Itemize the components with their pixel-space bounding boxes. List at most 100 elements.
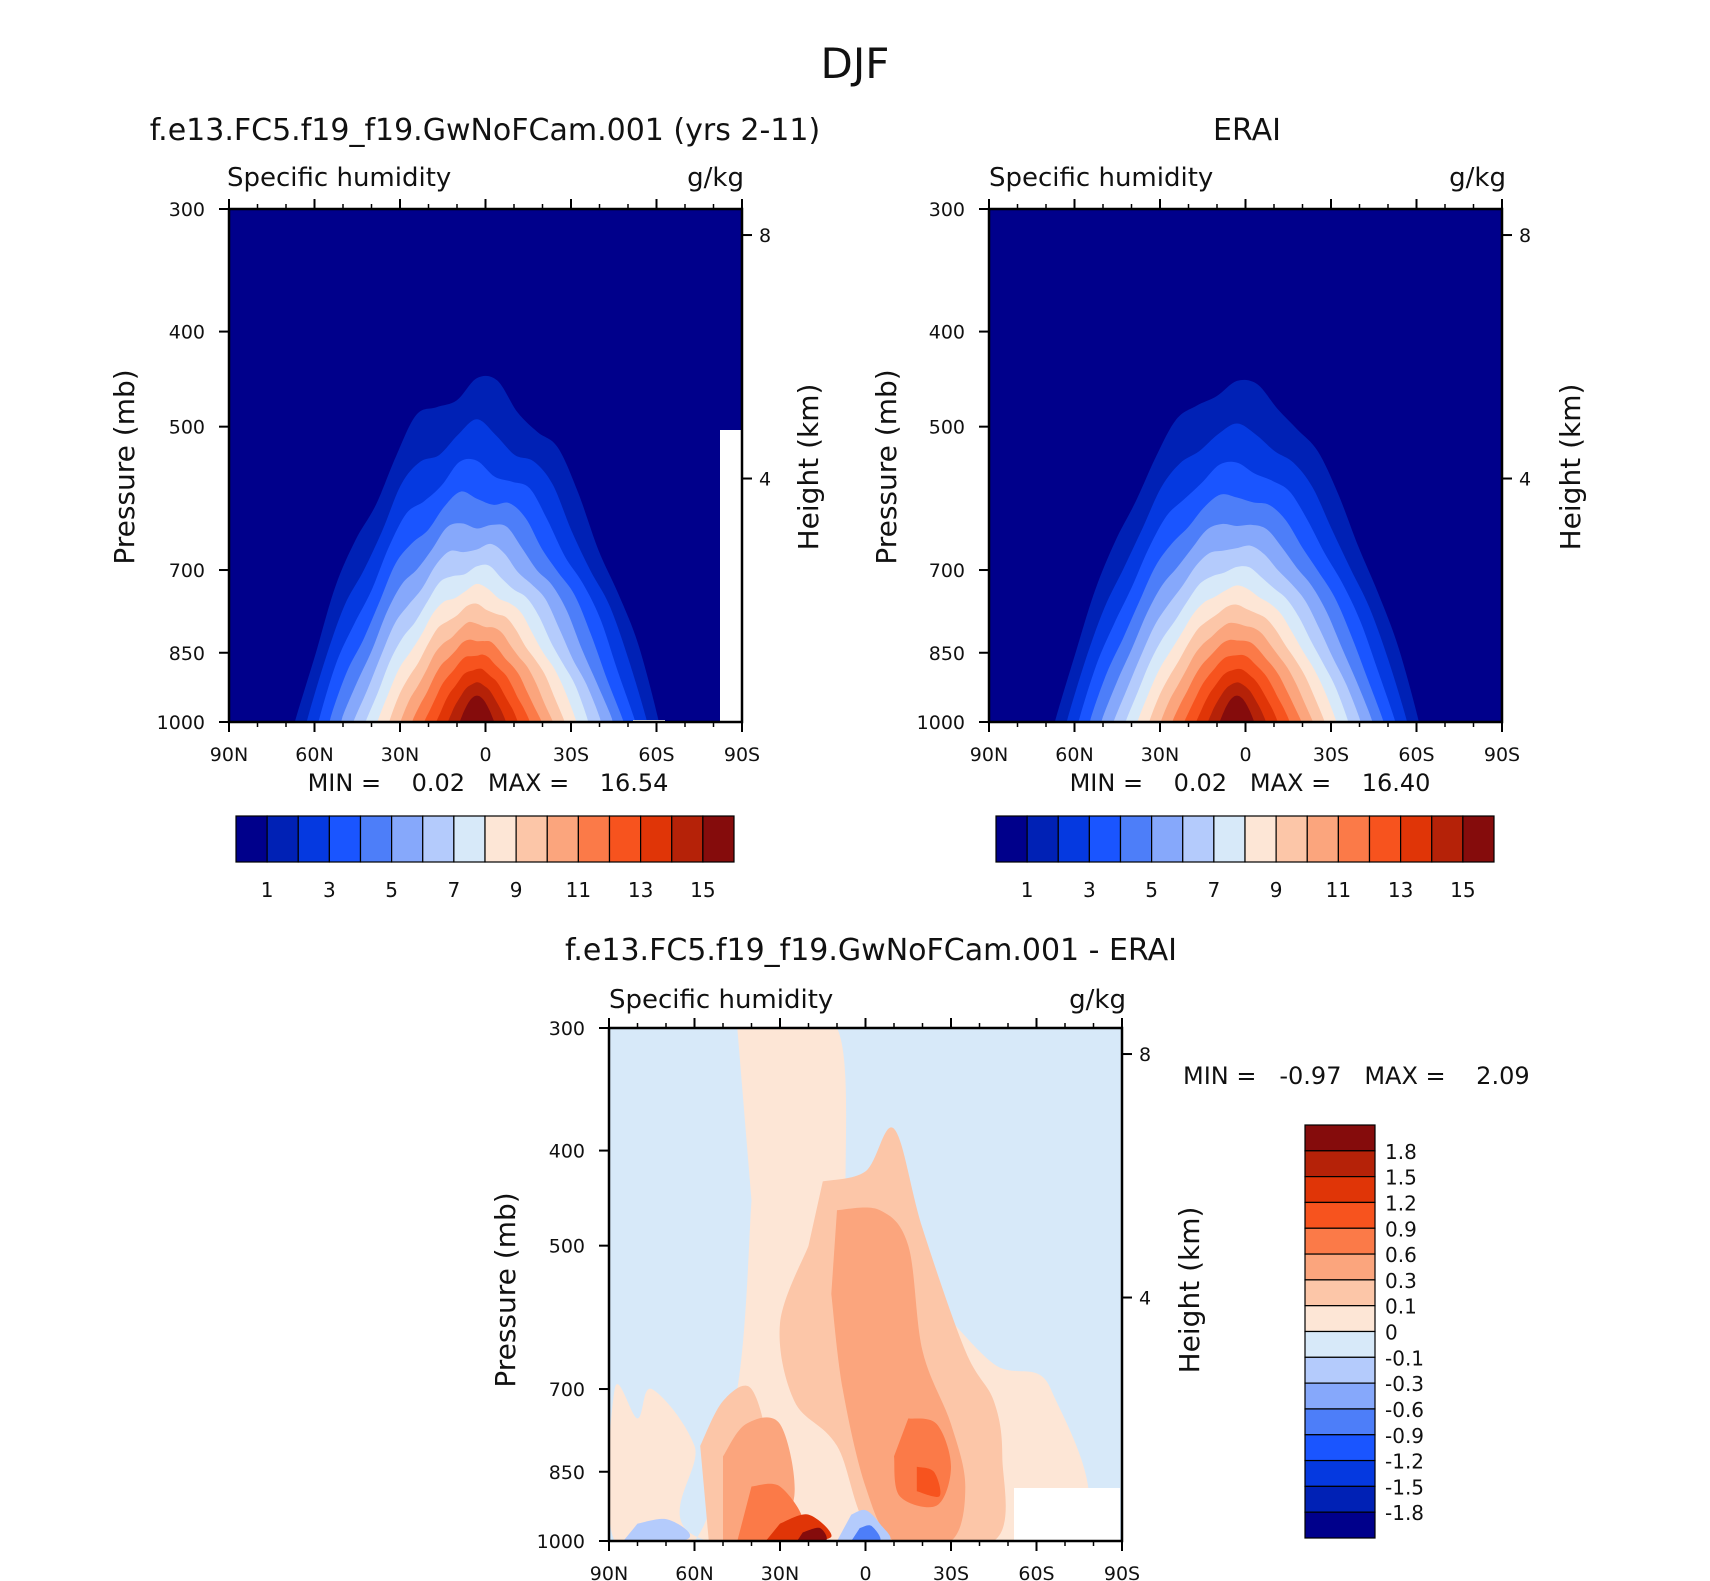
colorbar-swatch [1304,1279,1376,1307]
contour-fill-group [229,209,742,722]
axes: 90N 60N 30N 0 30S 60S 90S 300 400 500 700 850 1000 8 4 [537,1018,1151,1581]
x-tick-label: 90S [1484,744,1520,766]
units-label: g/kg [1449,163,1506,193]
model-panel: f.e13.FC5.f19_f19.GwNoFCam.001 (yrs 2-11… [108,113,825,902]
colorbar-swatch [453,815,486,863]
colorbar-swatch [1182,815,1215,863]
x-tick-label: 90N [590,1563,628,1581]
colorbar-swatch [484,815,517,863]
x-tick-label: 30N [761,1563,799,1581]
colorbar-swatch [1026,815,1059,863]
variable-label: Specific humidity [609,985,833,1015]
contour-region-12 [623,1518,691,1541]
colorbar-swatch [1304,1434,1376,1462]
height-tick-label: 8 [1519,225,1531,247]
axes: 90N 60N 30N 0 30S 60S 90S 300 400 500 700 850 1000 8 4 [157,199,771,766]
colorbar-label: 15 [690,878,715,902]
height-tick-label: 4 [1139,1288,1151,1310]
colorbar-swatch [1151,815,1184,863]
colorbar-label: 11 [566,878,591,902]
units-label: g/kg [687,163,744,193]
colorbar-label: 0.3 [1385,1269,1417,1293]
colorbar-swatch [297,815,330,863]
colorbar-label: 3 [323,878,336,902]
colorbar-label: -0.1 [1385,1346,1424,1370]
x-tick-label: 60S [638,744,674,766]
colorbar-swatch [1304,1330,1376,1358]
colorbar-swatch [359,815,393,863]
colorbar: 1 3 5 7 9 11 13 15 [235,815,735,902]
reanalysis-panel: ERAI Specific humidity g/kg 90N 60N 30N 0 30… [870,113,1587,902]
contour-plot [229,209,742,722]
x-tick-label: 60N [295,744,333,766]
colorbar-swatch [546,815,579,863]
colorbar-label: 7 [1208,878,1221,902]
y-tick-label: 300 [549,1018,585,1040]
colorbar-label: 0.9 [1385,1217,1417,1241]
y-tick-label: 500 [929,417,965,439]
colorbar-swatch [1368,815,1402,863]
min-max-readout: MIN = -0.97 MAX = 2.09 [1183,1062,1530,1090]
contour-region-11 [851,1525,881,1541]
contour-region-7 [916,1466,941,1497]
y-tick-label: 850 [549,1462,585,1484]
colorbar-swatch [1400,815,1433,863]
colorbar-swatch [1304,1201,1376,1229]
colorbar-swatch [266,815,299,863]
colorbar-label: 5 [385,878,398,902]
panel-title: f.e13.FC5.f19_f19.GwNoFCam.001 (yrs 2-11… [150,113,820,148]
colorbar-swatch [702,815,735,863]
x-tick-label: 0 [479,744,491,766]
colorbar-swatch [608,815,642,863]
colorbar-label: 5 [1145,878,1158,902]
colorbar-swatch [1304,1382,1376,1410]
colorbar-swatch [235,815,268,863]
colorbar-swatch [1275,815,1308,863]
panel-title: ERAI [1213,113,1281,148]
colorbar-swatch [328,815,362,863]
panel-title: f.e13.FC5.f19_f19.GwNoFCam.001 - ERAI [565,933,1177,968]
y-tick-label: 1000 [157,712,205,734]
x-tick-label: 60S [1018,1563,1054,1581]
difference-panel: f.e13.FC5.f19_f19.GwNoFCam.001 - ERAI Sp… [489,933,1530,1581]
colorbar-swatch [640,815,673,863]
height-tick-label: 8 [759,225,771,247]
contour-region-9 [797,1527,827,1541]
y-tick-label: 400 [549,1141,585,1163]
colorbar-label: 0.1 [1385,1295,1417,1319]
colorbar-label: -0.6 [1385,1398,1424,1422]
y-axis-label: Pressure (mb) [489,1192,522,1387]
colorbar-label: 11 [1326,878,1351,902]
colorbar-swatch [1462,815,1495,863]
colorbar-label: -0.3 [1385,1372,1424,1396]
colorbar-swatch [422,815,455,863]
y-tick-label: 500 [169,417,205,439]
colorbar-label: 1 [1021,878,1034,902]
x-tick-label: 0 [1239,744,1251,766]
contour-band-15 [1219,695,1255,722]
colorbar-swatch [577,815,611,863]
y-tick-label: 700 [929,560,965,582]
x-tick-label: 0 [859,1563,871,1581]
colorbar-label: -1.2 [1385,1450,1424,1474]
x-tick-label: 60N [1055,744,1093,766]
missing-data-edge [720,430,742,722]
colorbar-swatch [1431,815,1464,863]
contour-fill-group [609,1028,1122,1541]
y-tick-label: 500 [549,1236,585,1258]
y-axis-right-label: Height (km) [1173,1207,1206,1374]
colorbar: 1.81.51.20.90.60.30.10-0.1-0.3-0.6-0.9-1… [1304,1124,1424,1539]
min-max-readout: MIN = 0.02 MAX = 16.40 [1070,769,1431,797]
colorbar-label: 13 [1388,878,1413,902]
colorbar-label: 15 [1450,878,1475,902]
colorbar-swatch [1304,1408,1376,1436]
y-axis-label: Pressure (mb) [108,369,141,564]
colorbar-swatch [391,815,424,863]
contour-plot [989,209,1502,722]
colorbar-label: 9 [510,878,523,902]
y-tick-label: 300 [169,199,205,221]
y-tick-label: 850 [929,643,965,665]
colorbar-swatch [1304,1356,1376,1384]
min-max-readout: MIN = 0.02 MAX = 16.54 [308,769,669,797]
colorbar-swatch [1304,1124,1376,1152]
